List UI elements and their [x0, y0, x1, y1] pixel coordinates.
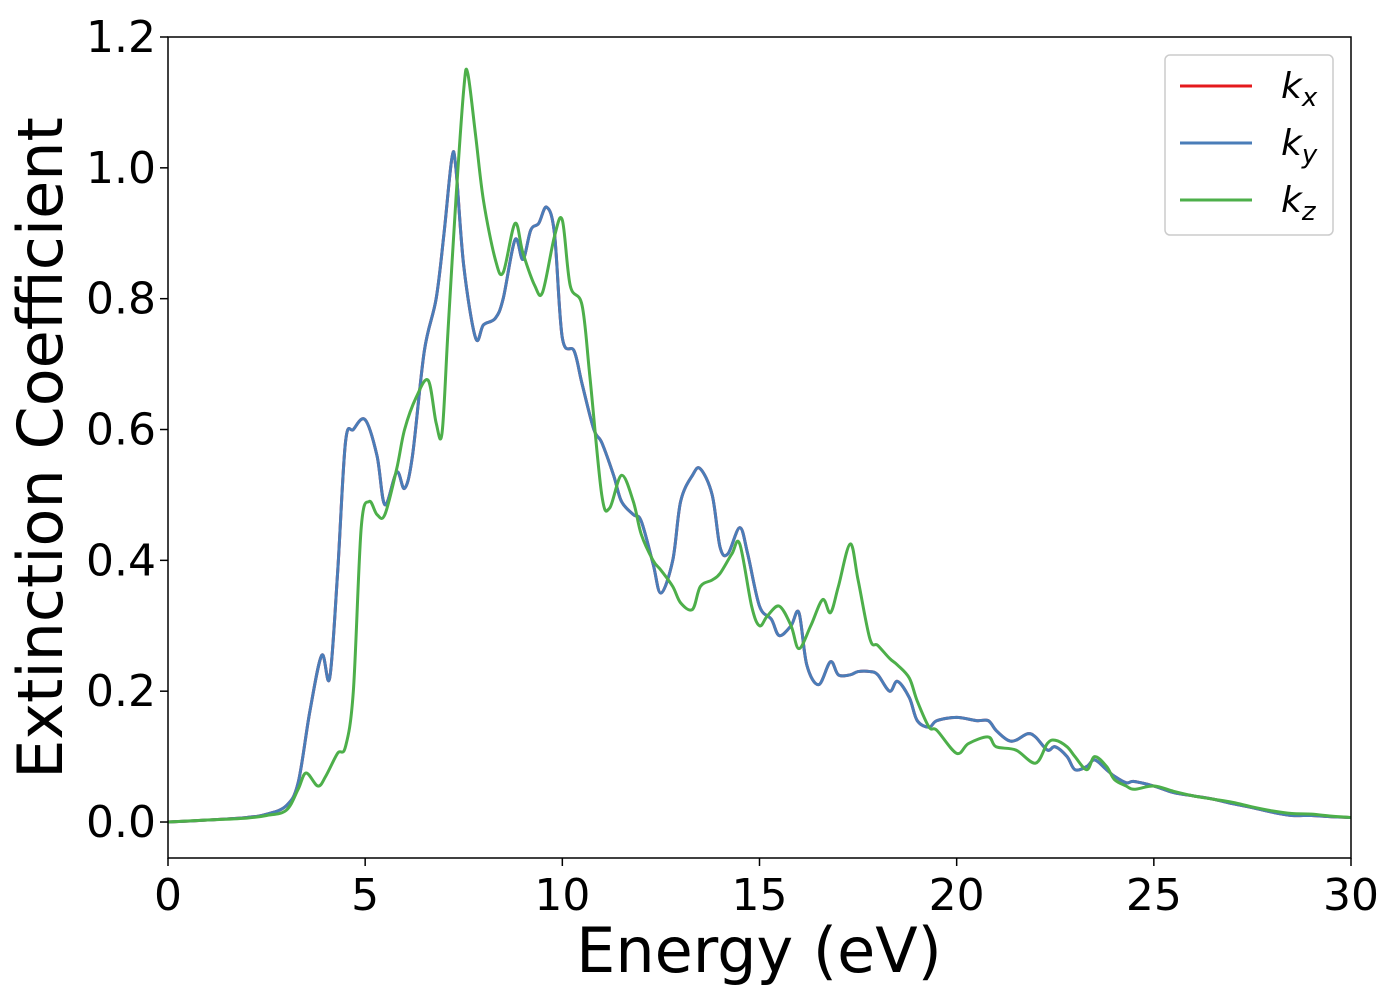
y-tick-label: 0.4	[86, 535, 156, 586]
legend: kx ky kz	[1164, 54, 1334, 236]
x-tick-label: 15	[732, 870, 788, 921]
series-line-ky	[167, 150, 1352, 824]
x-tick-label: 30	[1323, 870, 1379, 921]
x-tick-label: 20	[929, 870, 985, 921]
y-tick-label: 0.0	[86, 797, 156, 848]
x-tick-label: 25	[1126, 870, 1182, 921]
y-tick-label: 0.6	[86, 405, 156, 456]
y-axis-title: Extinction Coefficient	[4, 117, 77, 779]
series-layer	[167, 67, 1352, 824]
x-tick-label: 5	[351, 870, 379, 921]
axes-layer: 0 5 10 15 20 25 30 0.0 0.2 0.4 0.6 0.8 1.0 1.2	[86, 12, 1379, 921]
legend-label-kx: kx	[1281, 66, 1318, 113]
plot-background	[168, 37, 1351, 858]
y-tick-label: 1.0	[86, 143, 156, 194]
legend-label-ky: ky	[1281, 123, 1318, 170]
series-line-kz	[167, 67, 1352, 824]
y-tick-label: 0.8	[86, 274, 156, 325]
legend-label-kz: kz	[1281, 180, 1317, 227]
x-tick-label: 0	[154, 870, 182, 921]
y-tick-label: 0.2	[86, 666, 156, 717]
y-tick-label: 1.2	[86, 12, 156, 63]
x-tick-label: 10	[534, 870, 590, 921]
legend-box	[1164, 54, 1334, 236]
plot-area	[168, 37, 1351, 858]
x-axis-title: Energy (eV)	[576, 914, 942, 987]
